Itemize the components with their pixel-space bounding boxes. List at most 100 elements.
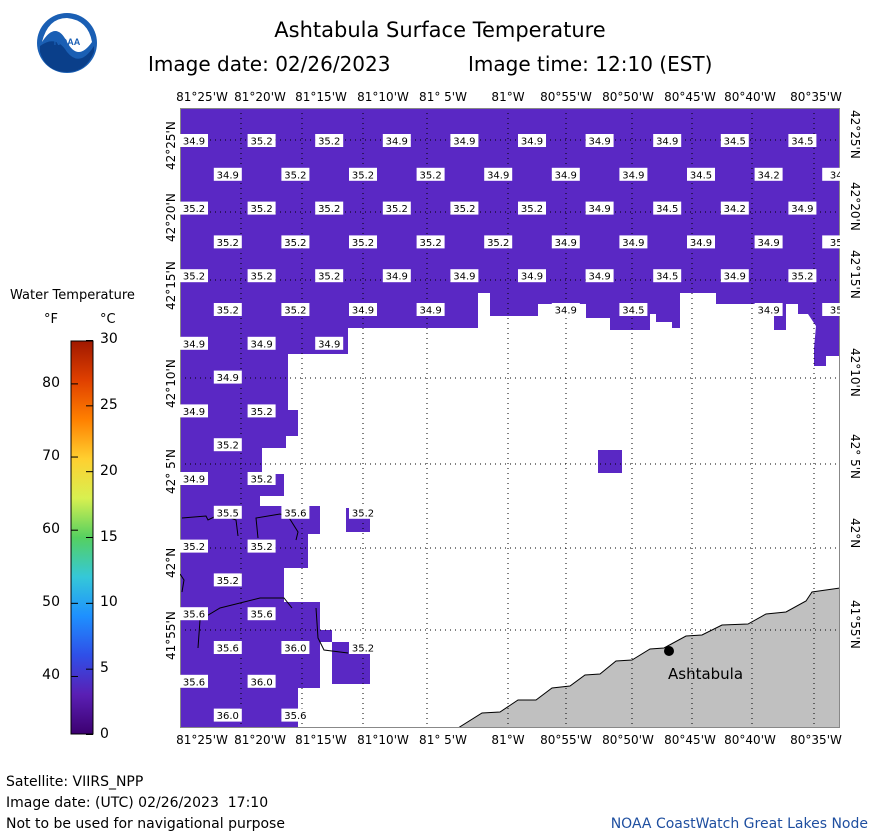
temp-label: 34.9 [213, 167, 242, 181]
temp-label: 35.2 [281, 167, 310, 181]
temp-label: 34.9 [349, 303, 377, 317]
temp-label: 34.5 [720, 134, 749, 148]
temp-value: 34.9 [622, 238, 644, 249]
logo-text: NOAA [54, 37, 81, 47]
left-lat-label: 41°55'N [164, 611, 178, 660]
temp-label: 35.2 [484, 235, 513, 249]
legend-tick-f: 50 [42, 594, 60, 611]
temp-value: 34.9 [656, 137, 678, 148]
temp-value: 35.2 [250, 475, 272, 486]
temp-label: 35.2 [450, 201, 479, 215]
legend-tick-f: 40 [42, 667, 60, 684]
temp-value: 35.2 [250, 204, 272, 215]
temp-label: 35.2 [788, 269, 817, 283]
temp-value: 35.2 [419, 170, 441, 181]
legend-tick-c: 30 [100, 331, 118, 347]
temp-label: 35.2 [247, 201, 276, 215]
temp-value: 34.9 [757, 306, 779, 317]
temp-value: 35.6 [284, 508, 306, 519]
temp-label: 35.2 [349, 235, 377, 249]
image-time: Image time: 12:10 (EST) [468, 52, 713, 76]
temp-value: 35.2 [318, 204, 340, 215]
temp-label: 35.6 [247, 607, 276, 621]
temp-value: 35.2 [453, 204, 475, 215]
temp-label: 34.9 [551, 167, 580, 181]
top-lon-label: 81°25'W [176, 90, 228, 104]
temp-label: 34.9 [585, 201, 614, 215]
temp-label: 34.9 [619, 167, 648, 181]
bottom-lon-label: 81°15'W [295, 733, 347, 747]
temp-label: 34.9 [315, 336, 344, 350]
temp-value: 35.2 [318, 272, 340, 283]
temp-label: 34.9 [450, 269, 479, 283]
temp-label: 34.9 [180, 404, 208, 418]
temp-label: 34.2 [754, 167, 783, 181]
temp-value: 34.2 [724, 204, 746, 215]
temp-value: 34.9 [386, 272, 408, 283]
temp-value: 35.2 [217, 238, 239, 249]
temp-value: 34.9 [690, 238, 712, 249]
temp-label: 34.9 [180, 472, 208, 486]
temp-value: 35.2 [217, 441, 239, 452]
temp-label: 35.2 [213, 235, 242, 249]
temperature-map: 34.9 35.2 35.2 34.9 34.9 34.9 34.9 34.9 34.5 34.5… [180, 108, 840, 728]
temp-value: 34.5 [690, 170, 712, 181]
temp-value: 34.5 [656, 204, 678, 215]
temp-value: 34.9 [419, 306, 441, 317]
legend-tick-c: 15 [100, 528, 118, 545]
temp-value: 35.2 [386, 204, 408, 215]
temp-value: 34.9 [386, 137, 408, 148]
bottom-lon-label: 81°20'W [234, 733, 286, 747]
temp-value: 34.9 [352, 306, 374, 317]
temp-value: 35.6 [183, 677, 205, 688]
temp-value: 35.2 [250, 137, 272, 148]
temp-label: 35.2 [281, 303, 310, 317]
temp-label: 34.9 [416, 303, 445, 317]
temp-value: 35.6 [183, 610, 205, 621]
temp-label: 35.2 [213, 303, 242, 317]
temp-value: 36.0 [284, 644, 306, 655]
temp-label: 35.2 [180, 201, 208, 215]
temp-value: 35.2 [487, 238, 509, 249]
temp-value: 35.6 [284, 711, 306, 722]
temp-value: 35.2 [352, 238, 374, 249]
temp-label: 34.9 [213, 370, 242, 384]
credit-label: NOAA CoastWatch Great Lakes Node [610, 816, 868, 832]
temp-label: 34.5 [653, 201, 682, 215]
temp-value: 34.9 [217, 170, 239, 181]
temp-label: 34.9 [687, 235, 715, 249]
temp-label: 36.0 [247, 674, 276, 688]
temp-value: 35.2 [217, 576, 239, 587]
temp-value: 34.5 [622, 306, 644, 317]
temp-label: 35 [822, 235, 840, 249]
temp-label: 34.5 [619, 303, 648, 317]
temp-value: 36.0 [217, 711, 239, 722]
temp-label: 34.9 [720, 269, 749, 283]
city-label: Ashtabula [668, 665, 744, 683]
legend-title: Water Temperature [10, 288, 135, 303]
temp-value: 34 [830, 170, 840, 181]
noaa-logo: NOAA [36, 12, 98, 74]
temp-label: 34.9 [180, 336, 208, 350]
temp-value: 35.2 [352, 644, 374, 655]
temp-label: 35.2 [247, 404, 276, 418]
legend-tick-f: 60 [42, 521, 60, 538]
temp-label: 34.9 [754, 235, 783, 249]
bottom-lon-label: 80°40'W [724, 733, 776, 747]
left-lat-label: 42°20'N [164, 193, 178, 242]
temp-label: 35.2 [518, 201, 546, 215]
temp-label: 35.2 [349, 505, 377, 519]
temp-label: 34.9 [450, 134, 479, 148]
temp-label: 35.2 [247, 134, 276, 148]
temp-value: 35 [830, 238, 840, 249]
temp-label: 35.6 [281, 505, 310, 519]
temp-value: 34.9 [622, 170, 644, 181]
temp-label: 35.2 [180, 539, 208, 553]
temp-label: 34.9 [551, 303, 580, 317]
bottom-lon-label: 81°10'W [357, 733, 409, 747]
temp-label: 35.2 [315, 134, 344, 148]
right-lat-label: 41°55'N [848, 600, 862, 649]
temp-value: 35.5 [217, 508, 239, 519]
bottom-lon-label: 80°55'W [540, 733, 592, 747]
legend-tick-c: 25 [100, 396, 118, 413]
